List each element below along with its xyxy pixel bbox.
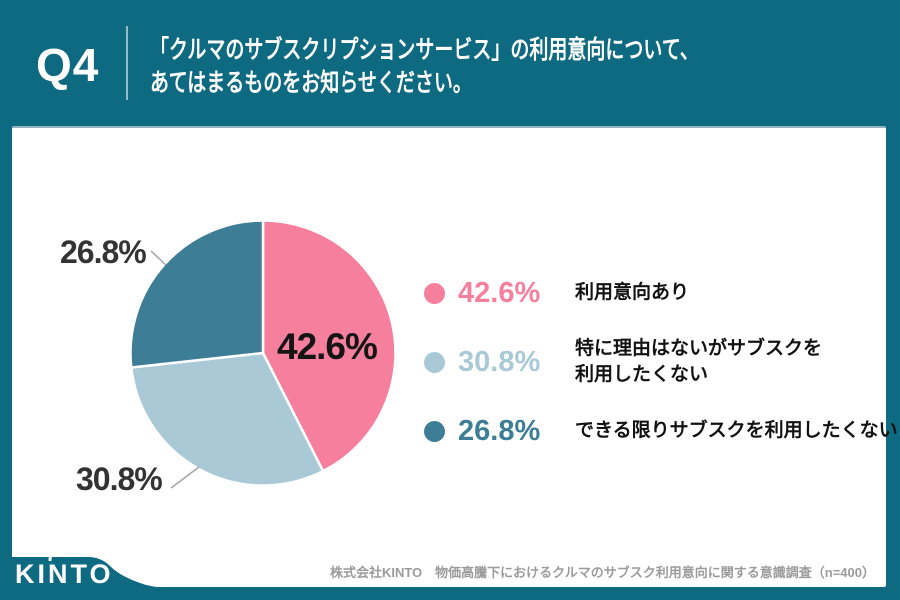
question-line1: 「クルマのサブスクリプションサービス」の利用意向について、 xyxy=(150,36,699,64)
header-divider xyxy=(126,26,128,100)
pie-value-label-30-8: 30.8% xyxy=(76,461,163,497)
pie-slices-group xyxy=(129,219,397,487)
leader-line-30-8 xyxy=(170,466,200,489)
legend-dot-teal-icon xyxy=(424,420,445,442)
footer-tab-shape xyxy=(0,557,170,600)
pie-slice-3 xyxy=(129,219,265,369)
legend-label-2-line2: 利用したくない xyxy=(575,364,709,385)
legend-label-1: 利用意向あり xyxy=(575,282,690,303)
footer-logo-tab xyxy=(0,557,170,600)
question-text: 「クルマのサブスクリプションサービス」の利用意向について、 あてはまるものをお知… xyxy=(150,34,699,100)
legend-dot-lightblue-icon xyxy=(424,351,445,373)
pie-slice-2 xyxy=(130,351,325,487)
pie-value-label-42-6: 42.6% xyxy=(277,326,378,367)
legend-percent-2: 30.8% xyxy=(458,345,541,378)
pie-value-label-26-8: 26.8% xyxy=(60,234,147,270)
kinto-logo-curl-icon xyxy=(48,551,62,561)
question-line2: あてはまるものをお知らせください。 xyxy=(150,69,472,97)
legend-label-2-line1: 特に理由はないがサブスクを xyxy=(575,338,823,359)
legend-percent-3: 26.8% xyxy=(458,414,541,447)
source-text: 株式会社KINTO 物価高騰下におけるクルマのサブスク利用意向に関する意識調査（… xyxy=(329,565,875,580)
legend-item-3: 26.8% できる限りサブスクを利用したくない xyxy=(424,414,898,447)
question-number: Q4 xyxy=(36,39,100,91)
legend-label-2: 特に理由はないがサブスクを 利用したくない xyxy=(575,336,822,388)
legend-label-3: できる限りサブスクを利用したくない xyxy=(575,420,898,441)
leader-line-26-8 xyxy=(150,250,167,266)
kinto-logo: KINTO xyxy=(15,559,114,589)
pie-chart xyxy=(129,219,397,489)
pie-slice-1 xyxy=(261,219,397,473)
legend-dot-pink-icon xyxy=(424,282,445,304)
legend-item-2: 30.8% 特に理由はないがサブスクを 利用したくない xyxy=(424,336,890,388)
legend-percent-1: 42.6% xyxy=(458,276,541,309)
legend-item-1: 42.6% 利用意向あり xyxy=(424,277,890,309)
